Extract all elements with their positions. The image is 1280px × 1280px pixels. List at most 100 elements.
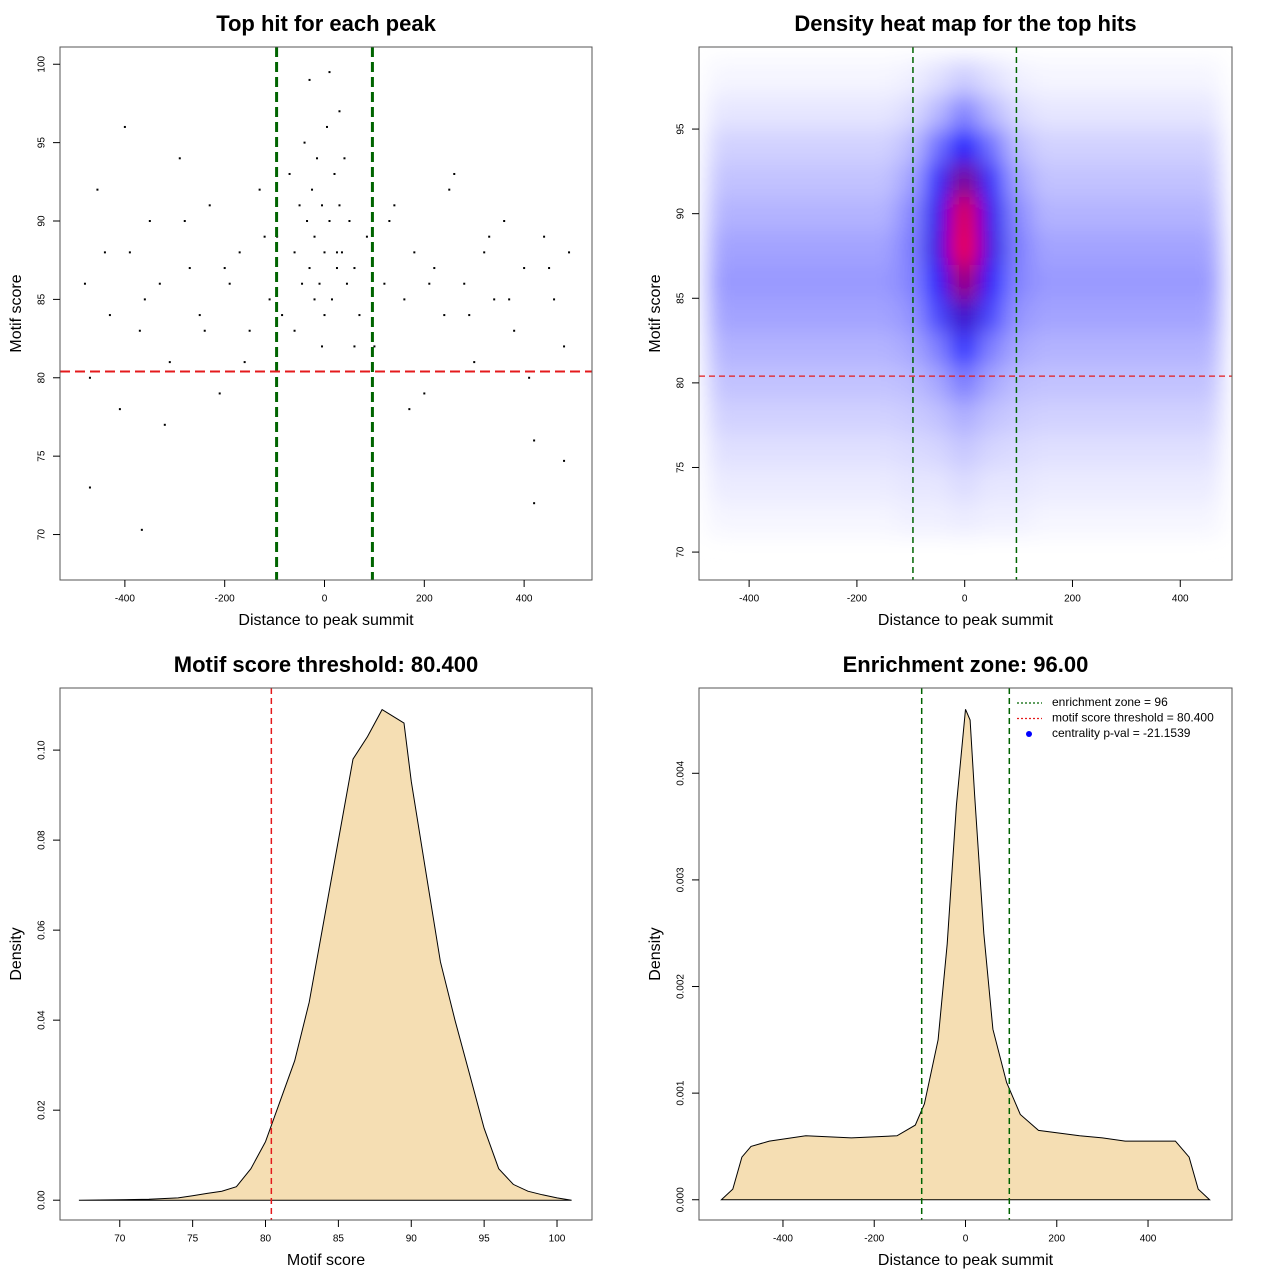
heat-cell [977, 297, 1006, 333]
heat-cell [1085, 263, 1114, 299]
heat-cell [1004, 466, 1033, 502]
point [318, 282, 321, 285]
point [330, 298, 333, 301]
heat-cell [762, 365, 791, 401]
point [563, 345, 566, 348]
point [548, 267, 551, 270]
point [508, 298, 511, 301]
heat-cell [950, 230, 979, 265]
heat-cell [815, 433, 844, 468]
heat-cell [950, 60, 979, 96]
heat-cell [1193, 433, 1222, 468]
heat-cell [869, 196, 898, 232]
heat-cell [977, 331, 1006, 367]
x-tick-label: 0 [963, 1234, 969, 1245]
heat-cell [977, 433, 1006, 468]
heat-cell [950, 297, 979, 333]
heat-cell [977, 128, 1006, 164]
heat-cell [762, 433, 791, 468]
heat-cell [1031, 466, 1060, 502]
heat-cell [842, 196, 871, 232]
heat-cell [1058, 230, 1087, 265]
heat-cell [1112, 500, 1141, 536]
heat-cell [815, 60, 844, 96]
point [433, 267, 436, 270]
chart-title: Top hit for each peak [216, 11, 436, 36]
heat-cell [708, 128, 737, 164]
heat-cell [789, 162, 817, 198]
point [403, 298, 406, 301]
point [483, 251, 486, 254]
heat-cell [896, 466, 925, 502]
heat-cell [1004, 331, 1033, 367]
point [301, 282, 304, 285]
heat-cell [1031, 230, 1060, 265]
plot-frame [59, 46, 593, 581]
point [138, 329, 141, 332]
heat-cell [1004, 433, 1033, 468]
heat-cell [1139, 433, 1168, 468]
heat-cell [896, 297, 925, 333]
heat-cell [1031, 128, 1060, 164]
heat-cell [950, 94, 979, 130]
point [88, 486, 91, 489]
heat-cell [923, 196, 952, 232]
heat-cell [735, 94, 764, 130]
point [108, 314, 111, 317]
heat-cell [708, 365, 737, 401]
heat-cell [1085, 466, 1114, 502]
heat-cell [789, 263, 817, 299]
heat-cell [735, 500, 764, 536]
heat-cell [1058, 162, 1087, 198]
y-tick-label: 0.002 [676, 974, 687, 999]
y-axis-label: Motif score [8, 274, 25, 352]
heat-cell [1193, 230, 1222, 265]
y-tick-label: 0.004 [676, 760, 687, 785]
point [365, 235, 368, 238]
heat-cell [815, 466, 844, 502]
heat-cell [1166, 433, 1195, 468]
plot-frame [59, 687, 593, 1221]
heat-cell [950, 365, 979, 401]
y-tick-label: 0.000 [676, 1187, 687, 1212]
heat-cell [1193, 162, 1222, 198]
point [413, 251, 416, 254]
heat-cell [1112, 196, 1141, 232]
x-tick-label: 0 [962, 594, 968, 605]
point [393, 204, 396, 207]
point [383, 282, 386, 285]
heat-cell [735, 297, 764, 333]
point [183, 220, 186, 223]
heat-cell [708, 60, 737, 96]
heat-cell [762, 128, 791, 164]
point [158, 282, 161, 285]
heat-cell [1004, 128, 1033, 164]
point [118, 408, 121, 411]
heat-cell [1139, 128, 1168, 164]
heat-cell [869, 500, 898, 536]
heat-cell [977, 94, 1006, 130]
heat-cell [1166, 500, 1195, 536]
heat-cell [789, 297, 817, 333]
heat-cell [1166, 162, 1195, 198]
point [243, 361, 246, 364]
y-tick-label: 85 [37, 293, 48, 305]
point [263, 235, 266, 238]
heat-cell [977, 466, 1006, 502]
x-axis-label: Motif score [287, 1252, 365, 1269]
heat-cell [1193, 365, 1222, 401]
heat-cell [1031, 433, 1060, 468]
heat-cell [735, 230, 764, 265]
x-tick-label: 95 [479, 1234, 491, 1245]
heat-cell [762, 196, 791, 232]
point [128, 251, 131, 254]
heat-cell [1004, 196, 1033, 232]
heat-cell [1058, 60, 1087, 96]
heat-cell [1058, 399, 1087, 435]
heat-cell [896, 94, 925, 130]
heat-cell [708, 433, 737, 468]
heat-cell [896, 399, 925, 435]
heat-cell [1112, 94, 1141, 130]
heat-cell [869, 433, 898, 468]
heat-cell [815, 196, 844, 232]
